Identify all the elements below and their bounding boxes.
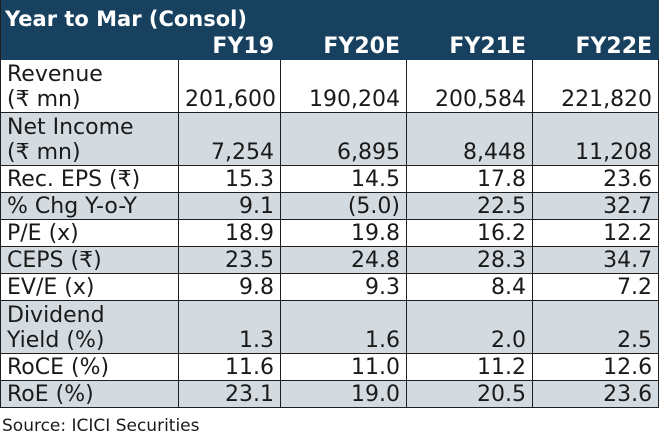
- cell-value: 7,254: [178, 112, 281, 166]
- cell-value: 12.6: [532, 353, 660, 381]
- table-row-ev-e: EV/E (x) 9.8 9.3 8.4 7.2: [0, 273, 660, 301]
- cell-value: 32.7: [532, 192, 660, 220]
- table-row-ceps: CEPS (₹) 23.5 24.8 28.3 34.7: [0, 246, 660, 274]
- table-row-roe: RoE (%) 23.1 19.0 20.5 23.6: [0, 380, 660, 408]
- row-label: Revenue (₹ mn): [0, 59, 179, 113]
- row-label-line1: Dividend: [7, 303, 105, 328]
- cell-value: 201,600: [178, 59, 281, 113]
- row-label: P/E (x): [0, 219, 179, 247]
- row-label: Net Income (₹ mn): [0, 112, 179, 166]
- table-row-roce: RoCE (%) 11.6 11.0 11.2 12.6: [0, 353, 660, 381]
- cell-value: 24.8: [280, 246, 407, 274]
- table-title: Year to Mar (Consol): [0, 0, 659, 32]
- cell-value: 1.3: [178, 300, 281, 354]
- row-label: RoCE (%): [0, 353, 179, 381]
- row-label: RoE (%): [0, 380, 179, 408]
- cell-value: 1.6: [280, 300, 407, 354]
- row-label-line2: Yield (%): [7, 328, 105, 353]
- cell-value: 34.7: [532, 246, 660, 274]
- financial-table: Year to Mar (Consol) FY19 FY20E FY21E FY…: [0, 0, 660, 408]
- row-label-line2: (₹ mn): [7, 140, 81, 165]
- source-note: Source: ICICI Securities: [2, 416, 200, 436]
- cell-value: 190,204: [280, 59, 407, 113]
- cell-value: 23.1: [178, 380, 281, 408]
- table-row-pe: P/E (x) 18.9 19.8 16.2 12.2: [0, 219, 660, 247]
- row-label: Dividend Yield (%): [0, 300, 179, 354]
- cell-value: 8.4: [406, 273, 533, 301]
- table-row-dividend-yield: Dividend Yield (%) 1.3 1.6 2.0 2.5: [0, 300, 660, 354]
- column-header-fy19: FY19: [178, 32, 281, 60]
- row-label-line2: (₹ mn): [7, 87, 81, 112]
- cell-value: 16.2: [406, 219, 533, 247]
- cell-value: 18.9: [178, 219, 281, 247]
- row-label: EV/E (x): [0, 273, 179, 301]
- table-row-net-income: Net Income (₹ mn) 7,254 6,895 8,448 11,2…: [0, 112, 660, 166]
- cell-value: 28.3: [406, 246, 533, 274]
- table-row-rec-eps: Rec. EPS (₹) 15.3 14.5 17.8 23.6: [0, 165, 660, 193]
- cell-value: 2.0: [406, 300, 533, 354]
- table-row-revenue: Revenue (₹ mn) 201,600 190,204 200,584 2…: [0, 59, 660, 113]
- cell-value: 11.0: [280, 353, 407, 381]
- cell-value: 20.5: [406, 380, 533, 408]
- cell-value: 2.5: [532, 300, 660, 354]
- cell-value: 9.8: [178, 273, 281, 301]
- column-header-fy21e: FY21E: [406, 32, 533, 60]
- cell-value: 12.2: [532, 219, 660, 247]
- row-label-line1: Net Income: [7, 115, 134, 140]
- cell-value: 22.5: [406, 192, 533, 220]
- cell-value: 23.5: [178, 246, 281, 274]
- cell-value: 200,584: [406, 59, 533, 113]
- cell-value: 9.1: [178, 192, 281, 220]
- cell-value: 6,895: [280, 112, 407, 166]
- cell-value: 23.6: [532, 380, 660, 408]
- row-label: % Chg Y-o-Y: [0, 192, 179, 220]
- row-label: CEPS (₹): [0, 246, 179, 274]
- column-header-fy22e: FY22E: [531, 32, 660, 60]
- cell-value: 8,448: [406, 112, 533, 166]
- cell-value: 23.6: [532, 165, 660, 193]
- cell-value: 221,820: [532, 59, 660, 113]
- cell-value: 7.2: [532, 273, 660, 301]
- cell-value: 11.2: [406, 353, 533, 381]
- cell-value: 11,208: [532, 112, 660, 166]
- cell-value: 14.5: [280, 165, 407, 193]
- header-blank: [0, 32, 179, 60]
- column-header-fy20e: FY20E: [280, 32, 407, 60]
- cell-value: 17.8: [406, 165, 533, 193]
- row-label: Rec. EPS (₹): [0, 165, 179, 193]
- cell-value: 19.8: [280, 219, 407, 247]
- cell-value: 19.0: [280, 380, 407, 408]
- cell-value: (5.0): [280, 192, 407, 220]
- table-row-pct-chg: % Chg Y-o-Y 9.1 (5.0) 22.5 32.7: [0, 192, 660, 220]
- cell-value: 11.6: [178, 353, 281, 381]
- cell-value: 15.3: [178, 165, 281, 193]
- row-label-line1: Revenue: [7, 62, 103, 87]
- cell-value: 9.3: [280, 273, 407, 301]
